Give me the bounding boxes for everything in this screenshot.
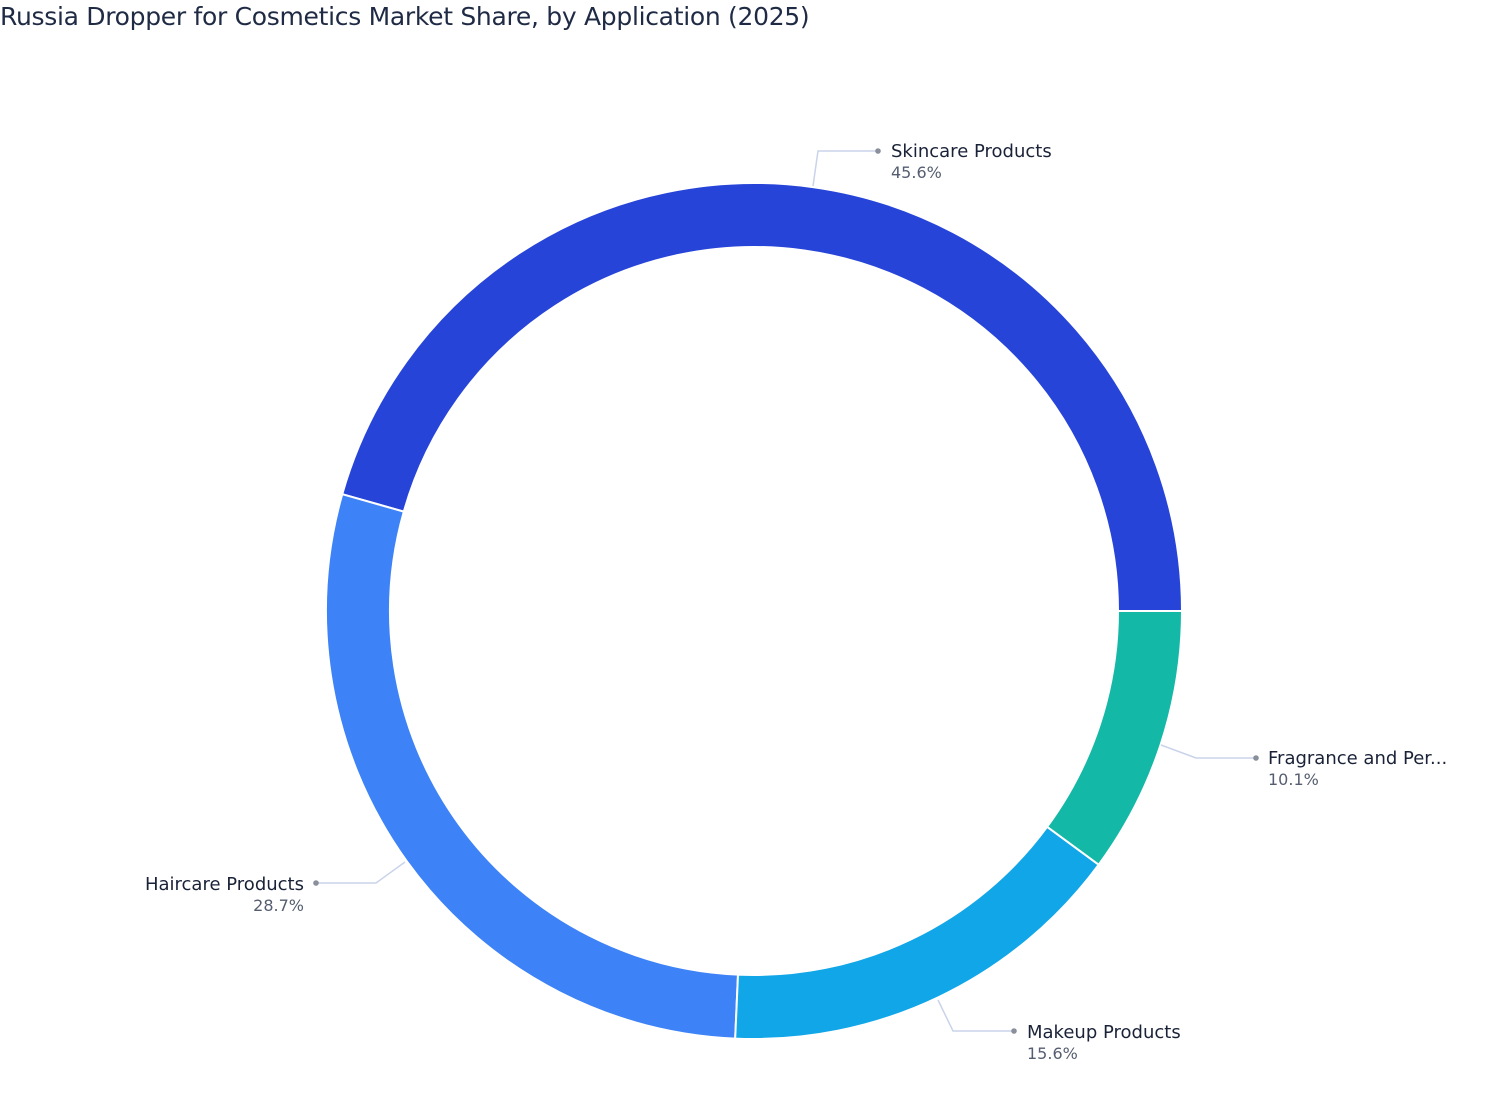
label-percent: 15.6% (1027, 1044, 1078, 1063)
label-name: Fragrance and Per... (1268, 748, 1448, 769)
leader-line-skincare (812, 150, 878, 187)
label-name: Makeup Products (1027, 1022, 1181, 1043)
leader-line-makeup (937, 999, 1014, 1032)
leader-line-haircare (316, 861, 406, 884)
label-name: Skincare Products (891, 141, 1052, 162)
leader-dot-makeup (1011, 1028, 1017, 1034)
chart-title: Russia Dropper for Cosmetics Market Shar… (0, 2, 810, 31)
donut-segment-makeup[interactable] (734, 825, 1101, 1040)
label-name: Haircare Products (144, 874, 304, 895)
leader-dot-skincare (875, 148, 881, 154)
label-makeup: Makeup Products 15.6% (1027, 1022, 1181, 1064)
donut-segment-haircare[interactable] (325, 492, 740, 1040)
label-haircare: Haircare Products 28.7% (145, 874, 304, 916)
leader-dot-haircare (313, 880, 319, 886)
label-percent: 10.1% (1268, 770, 1319, 789)
label-skincare: Skincare Products 45.6% (891, 141, 1052, 183)
leader-line-fragrance (1160, 744, 1256, 759)
label-percent: 28.7% (253, 896, 304, 915)
donut-segment-skincare[interactable] (341, 182, 1184, 612)
donut-segment-fragrance[interactable] (1045, 610, 1184, 867)
label-percent: 45.6% (891, 163, 942, 182)
label-fragrance: Fragrance and Per... 10.1% (1268, 748, 1447, 790)
leader-dot-fragrance (1253, 755, 1259, 761)
